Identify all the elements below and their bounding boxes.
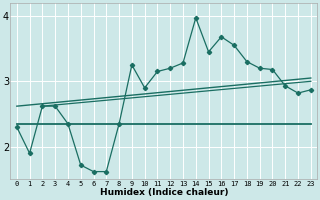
X-axis label: Humidex (Indice chaleur): Humidex (Indice chaleur)	[100, 188, 228, 197]
